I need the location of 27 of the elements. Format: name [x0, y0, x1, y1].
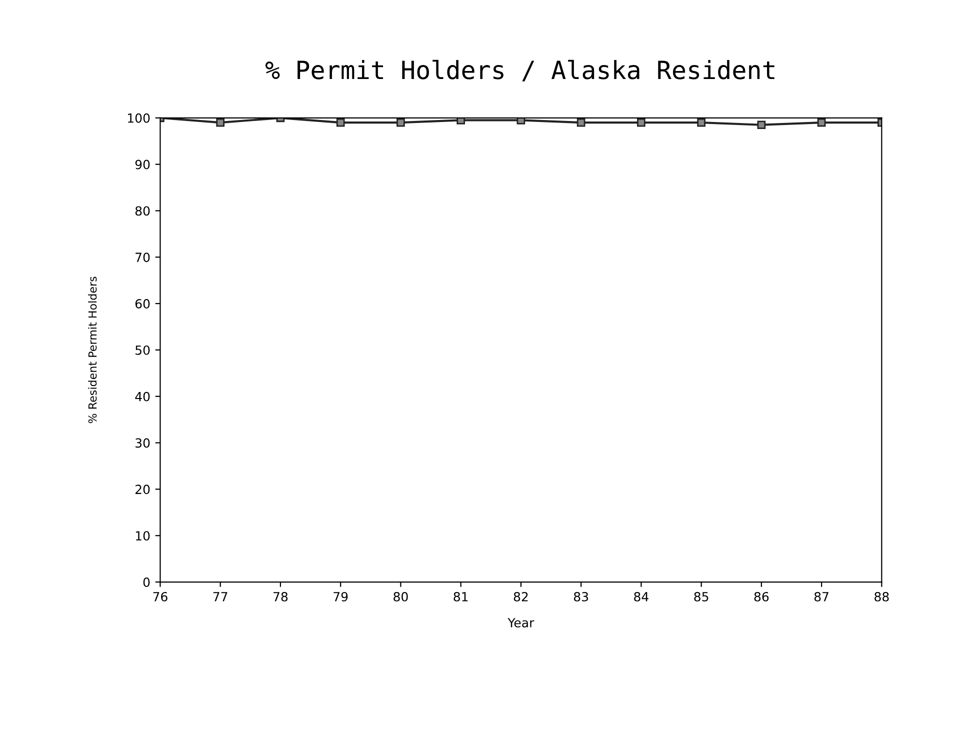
y-tick-label: 80 [135, 206, 150, 216]
y-tick-label: 40 [135, 392, 150, 402]
x-tick-label: 86 [754, 592, 769, 602]
x-tick-label: 83 [574, 592, 588, 602]
y-tick-label: 30 [136, 438, 150, 448]
x-tick-label: 88 [874, 592, 889, 602]
x-tick-label: 76 [153, 592, 168, 602]
x-tick-label: 78 [274, 592, 288, 602]
x-tick-label: 87 [814, 592, 828, 602]
y-tick-label: 20 [136, 484, 150, 494]
y-tick-label: 50 [136, 345, 150, 355]
x-tick-label: 77 [213, 592, 228, 602]
y-tick-label: 10 [136, 531, 150, 541]
x-tick-label: 80 [394, 592, 408, 602]
y-axis-title: % Resident Permit Holders [88, 276, 97, 424]
x-tick-label: 82 [514, 592, 528, 602]
x-axis-title: Year [508, 618, 534, 628]
chart-title: % Permit Holders / Alaska Resident [265, 60, 774, 82]
x-tick-label: 79 [334, 592, 348, 602]
y-tick-label: 90 [135, 160, 150, 170]
x-tick-label: 85 [694, 592, 708, 602]
y-tick-label: 60 [135, 299, 150, 308]
y-tick-label: 100 [128, 113, 150, 123]
x-tick-label: 84 [634, 592, 648, 602]
y-tick-label: 0 [143, 577, 150, 587]
y-tick-label: 70 [136, 252, 150, 262]
x-tick-label: 81 [454, 592, 468, 602]
